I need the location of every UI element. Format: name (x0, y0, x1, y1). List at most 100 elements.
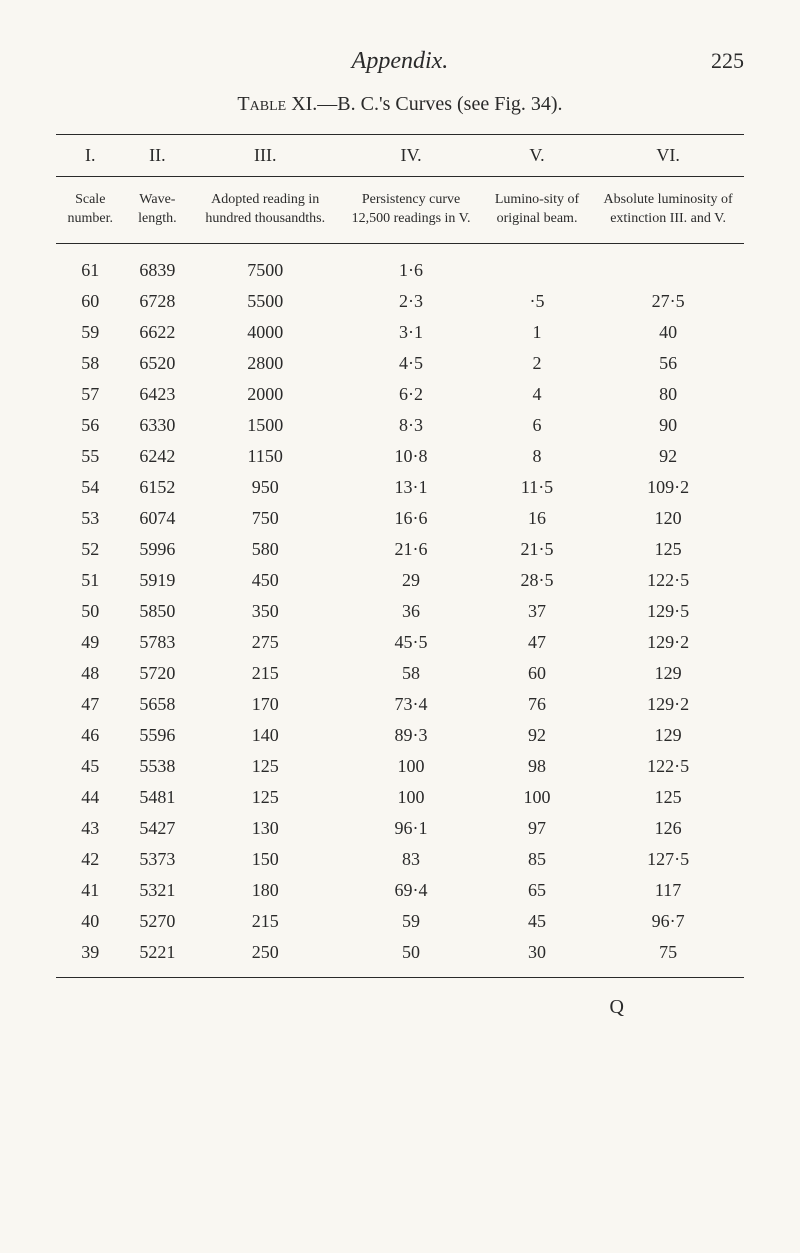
table-cell: 27·5 (592, 286, 744, 317)
table-row: 60672855002·3·527·5 (56, 286, 744, 317)
table-cell: 61 (56, 243, 125, 286)
table-cell: 29 (340, 565, 482, 596)
table-title-rest: —B. C.'s Curves (see Fig. 34). (317, 93, 562, 115)
table-cell: 125 (190, 782, 340, 813)
table-cell: 150 (190, 844, 340, 875)
table-row: 49578327545·547129·2 (56, 627, 744, 658)
table-cell: 129·5 (592, 596, 744, 627)
table-cell: 83 (340, 844, 482, 875)
col-label-absolute: Absolute luminosity of extinction III. a… (592, 177, 744, 244)
col-numeral: VI. (592, 135, 744, 177)
table-cell: 11·5 (482, 472, 592, 503)
table-cell: 100 (340, 782, 482, 813)
table-cell: 100 (340, 751, 482, 782)
table-cell: 109·2 (592, 472, 744, 503)
table-cell: 45·5 (340, 627, 482, 658)
table-cell: 120 (592, 503, 744, 534)
table-row: 405270215594596·7 (56, 906, 744, 937)
col-numeral: I. (56, 135, 125, 177)
table-cell: 5850 (125, 596, 191, 627)
table-row: 54615295013·111·5109·2 (56, 472, 744, 503)
table-cell: 97 (482, 813, 592, 844)
table-cell: 6242 (125, 441, 191, 472)
table-cell: 6074 (125, 503, 191, 534)
table-cell: 1500 (190, 410, 340, 441)
table-cell: 76 (482, 689, 592, 720)
table-cell: 125 (592, 534, 744, 565)
table-cell: 60 (482, 658, 592, 689)
col-label-wavelength: Wave-length. (125, 177, 191, 244)
table-row: 5058503503637129·5 (56, 596, 744, 627)
signature-mark: Q (56, 996, 744, 1019)
table-cell (592, 243, 744, 286)
table-cell: 47 (482, 627, 592, 658)
table-cell: 127·5 (592, 844, 744, 875)
table-row: 46559614089·392129 (56, 720, 744, 751)
table-cell: 65 (482, 875, 592, 906)
table-cell: 125 (190, 751, 340, 782)
table-cell: 129 (592, 720, 744, 751)
table-cell: 6520 (125, 348, 191, 379)
table-cell: 1·6 (340, 243, 482, 286)
col-label-scale: Scale number. (56, 177, 125, 244)
table-cell: 40 (56, 906, 125, 937)
table-cell: 16·6 (340, 503, 482, 534)
table-cell: 950 (190, 472, 340, 503)
table-cell: 129·2 (592, 627, 744, 658)
table-row: 61683975001·6 (56, 243, 744, 286)
col-numeral: V. (482, 135, 592, 177)
table-cell: 85 (482, 844, 592, 875)
table-cell: 50 (56, 596, 125, 627)
table-cell: 5427 (125, 813, 191, 844)
table-cell: 56 (56, 410, 125, 441)
table-cell: 6330 (125, 410, 191, 441)
table-cell: 16 (482, 503, 592, 534)
table-cell: 117 (592, 875, 744, 906)
table-cell: 275 (190, 627, 340, 658)
table-cell: 350 (190, 596, 340, 627)
table-cell: 140 (190, 720, 340, 751)
table-cell: 5996 (125, 534, 191, 565)
table-cell: 40 (592, 317, 744, 348)
table-cell: 98 (482, 751, 592, 782)
table-cell: 58 (340, 658, 482, 689)
table-row: 395221250503075 (56, 937, 744, 978)
table-cell: 53 (56, 503, 125, 534)
table-cell: 6839 (125, 243, 191, 286)
table-cell: 28·5 (482, 565, 592, 596)
data-table: I. II. III. IV. V. VI. Scale number. Wav… (56, 134, 744, 978)
table-row: 41532118069·465117 (56, 875, 744, 906)
table-row: 57642320006·2480 (56, 379, 744, 410)
table-cell: 8·3 (340, 410, 482, 441)
table-cell: 6622 (125, 317, 191, 348)
table-cell: 750 (190, 503, 340, 534)
table-cell: 180 (190, 875, 340, 906)
table-cell: 215 (190, 906, 340, 937)
table-row: 53607475016·616120 (56, 503, 744, 534)
table-cell: 8 (482, 441, 592, 472)
table-row: 556242115010·8892 (56, 441, 744, 472)
table-title: Table XI.—B. C.'s Curves (see Fig. 34). (56, 93, 744, 116)
table-cell: 80 (592, 379, 744, 410)
table-cell: 6·2 (340, 379, 482, 410)
table-cell: 1 (482, 317, 592, 348)
table-cell: 170 (190, 689, 340, 720)
table-row: 45553812510098122·5 (56, 751, 744, 782)
table-cell: 126 (592, 813, 744, 844)
table-cell: 21·6 (340, 534, 482, 565)
table-cell: 39 (56, 937, 125, 978)
col-label-luminosity: Lumino-sity of original beam. (482, 177, 592, 244)
table-cell: 6423 (125, 379, 191, 410)
table-cell: 5783 (125, 627, 191, 658)
table-row: 43542713096·197126 (56, 813, 744, 844)
table-row: 58652028004·5256 (56, 348, 744, 379)
table-cell: 47 (56, 689, 125, 720)
table-cell: 5919 (125, 565, 191, 596)
table-cell: 7500 (190, 243, 340, 286)
table-cell: 52 (56, 534, 125, 565)
table-cell: 30 (482, 937, 592, 978)
table-cell: 89·3 (340, 720, 482, 751)
table-cell: 59 (340, 906, 482, 937)
table-cell: 13·1 (340, 472, 482, 503)
table-cell: ·5 (482, 286, 592, 317)
